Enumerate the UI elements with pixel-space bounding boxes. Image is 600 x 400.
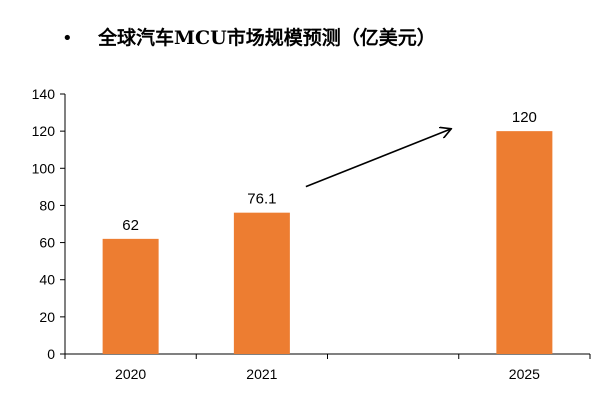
annotations	[305, 129, 451, 188]
y-tick-label: 100	[32, 160, 56, 176]
growth-arrow	[305, 129, 451, 188]
data-label-2020: 62	[122, 217, 139, 234]
bar-2020	[102, 238, 159, 354]
x-tick-label-2020: 2020	[115, 366, 146, 382]
y-tick-label: 40	[39, 272, 55, 288]
bar-2021	[233, 212, 290, 354]
chart-title: 全球汽车MCU市场规模预测（亿美元）	[97, 26, 436, 49]
data-labels: 62 76.1 120	[122, 109, 537, 234]
y-tick-label: 20	[39, 309, 55, 325]
title-bullet: •	[62, 28, 73, 49]
y-tick-label: 120	[32, 123, 56, 139]
bar-2025	[496, 131, 553, 354]
y-tick-label: 140	[32, 86, 56, 102]
y-tick-label: 0	[47, 346, 55, 362]
axes: 0 20 40 60 80 100 120 140 2020 2021 2025	[32, 86, 591, 382]
bars	[102, 131, 553, 354]
data-label-2021: 76.1	[247, 191, 276, 208]
y-tick-label: 80	[39, 197, 55, 213]
x-tick-label-2025: 2025	[509, 366, 540, 382]
y-tick-label: 60	[39, 235, 55, 251]
data-label-2025: 120	[512, 109, 537, 126]
x-tick-label-2021: 2021	[246, 366, 277, 382]
